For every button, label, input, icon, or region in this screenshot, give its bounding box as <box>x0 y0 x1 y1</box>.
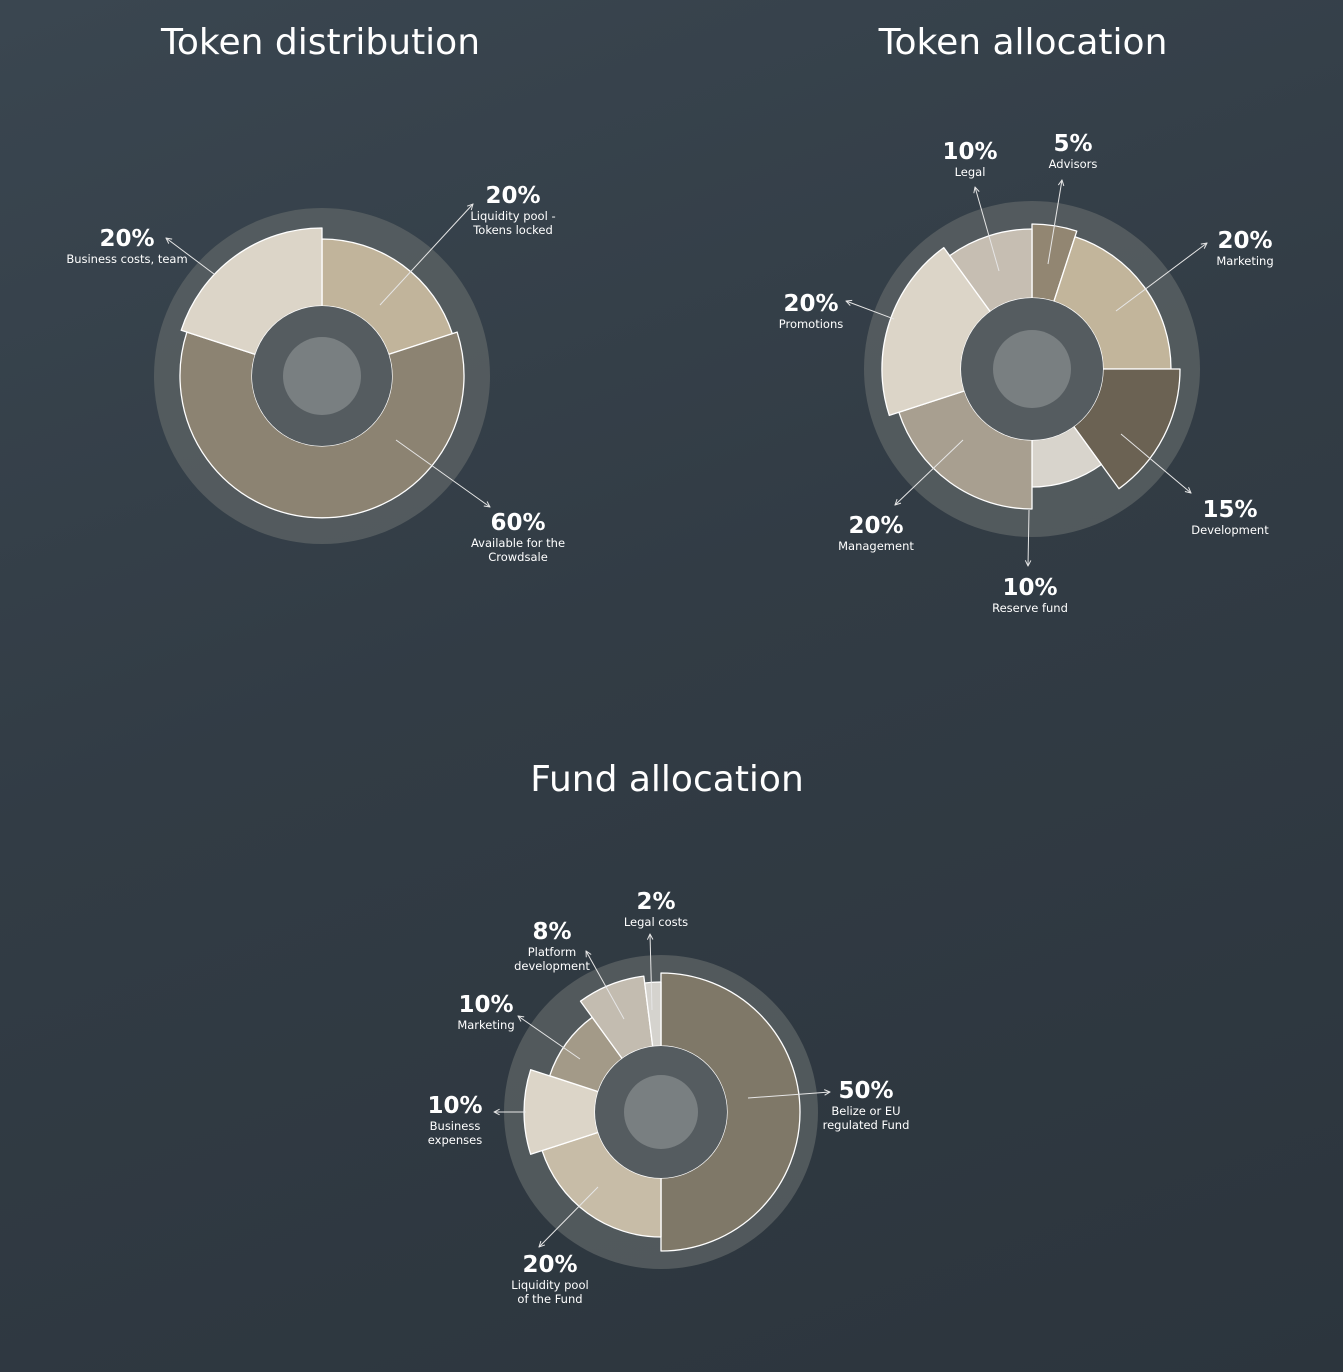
slice-label: 10%Legal <box>942 139 997 179</box>
slice-percent: 50% <box>838 1078 893 1104</box>
leader-line <box>1120 433 1191 493</box>
slice-label: 20%Liquidity pool -Tokens locked <box>470 183 555 237</box>
slice-label: 20%Promotions <box>779 291 844 331</box>
slice-label: 20%Marketing <box>1216 228 1273 268</box>
slice-percent: 20% <box>1217 228 1272 254</box>
leader-line <box>539 1186 599 1247</box>
leader-line <box>1047 180 1062 265</box>
slice-label-text: Reserve fund <box>992 601 1068 615</box>
slice-label-text: Marketing <box>457 1018 514 1032</box>
slice-label: 20%Management <box>838 513 914 553</box>
slice-label-text: Crowdsale <box>488 550 548 564</box>
slice-percent: 60% <box>490 510 545 536</box>
slice-percent: 20% <box>783 291 838 317</box>
slice-label: 2%Legal costs <box>624 889 688 929</box>
leader-line <box>395 439 490 507</box>
slice-percent: 20% <box>99 226 154 252</box>
leader-line <box>586 951 625 1020</box>
leader-line <box>1028 509 1029 566</box>
slice-label: 5%Advisors <box>1049 131 1098 171</box>
slice-percent: 5% <box>1053 131 1092 157</box>
donut-center <box>993 330 1071 408</box>
leader-line <box>1115 243 1207 312</box>
slice-label-text: expenses <box>428 1133 482 1147</box>
leader-line <box>518 1016 581 1060</box>
leader-line <box>895 439 964 505</box>
chart-title-token-allocation: Token allocation <box>878 22 1168 63</box>
chart-title-fund-allocation: Fund allocation <box>530 759 804 800</box>
slice-label: 20%Business costs, team <box>66 226 187 266</box>
slice-label: 10%Marketing <box>457 992 514 1032</box>
slice-label: 15%Development <box>1191 497 1269 537</box>
leader-line <box>846 301 895 320</box>
slice-label-text: Business <box>430 1119 481 1133</box>
slice-label-text: Available for the <box>471 536 565 550</box>
slice-percent: 20% <box>522 1252 577 1278</box>
slice-label-text: regulated Fund <box>823 1118 910 1132</box>
slice-label-text: Legal <box>955 165 986 179</box>
chart-title-token-distribution: Token distribution <box>161 22 481 63</box>
slice-percent: 10% <box>427 1093 482 1119</box>
slice-label-text: development <box>514 959 590 973</box>
leader-line <box>379 204 473 306</box>
leader-line <box>166 238 215 275</box>
slice-percent: 15% <box>1202 497 1257 523</box>
slice-percent: 20% <box>848 513 903 539</box>
pie-chart-token-distribution: 20%Liquidity pool -Tokens locked60%Avail… <box>66 183 565 564</box>
slice-percent: 8% <box>532 919 571 945</box>
slice-label-text: Liquidity pool - <box>470 209 555 223</box>
slice-label-text: Business costs, team <box>66 252 187 266</box>
leader-line <box>747 1092 830 1099</box>
slice-label-text: Promotions <box>779 317 844 331</box>
slice-label-text: Liquidity pool <box>511 1278 588 1292</box>
slice-label-text: Legal costs <box>624 915 688 929</box>
pie-chart-token-allocation: 5%Advisors20%Marketing15%Development10%R… <box>779 131 1274 615</box>
slice-label-text: of the Fund <box>517 1292 582 1306</box>
slice-percent: 20% <box>485 183 540 209</box>
slice-percent: 2% <box>636 889 675 915</box>
donut-center <box>283 337 361 415</box>
slice-label-text: Management <box>838 539 914 553</box>
leader-line <box>650 934 652 1011</box>
donut-center <box>624 1075 698 1149</box>
slice-label: 10%Reserve fund <box>992 575 1068 615</box>
leader-line <box>975 187 1000 272</box>
slice-label-text: Advisors <box>1049 157 1098 171</box>
slice-percent: 10% <box>1002 575 1057 601</box>
slice-label-text: Marketing <box>1216 254 1273 268</box>
slice-percent: 10% <box>458 992 513 1018</box>
slice-label-text: Belize or EU <box>831 1104 900 1118</box>
slice-label-text: Tokens locked <box>472 223 553 237</box>
slice-label-text: Development <box>1191 523 1269 537</box>
slice-label-text: Platform <box>528 945 577 959</box>
slice-percent: 10% <box>942 139 997 165</box>
